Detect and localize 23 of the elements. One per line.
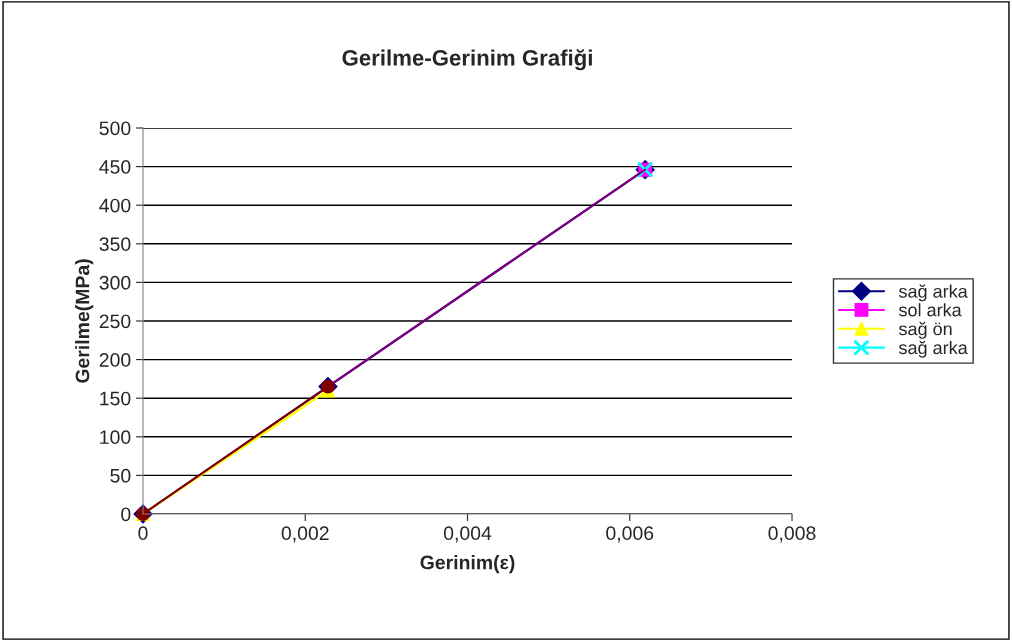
y-tick-label: 450 bbox=[99, 160, 131, 174]
y-tick-label: 400 bbox=[99, 198, 131, 213]
x-tick-label: 0,008 bbox=[768, 526, 816, 543]
y-tick-label: 350 bbox=[99, 237, 131, 252]
y-tick-label: 300 bbox=[99, 275, 131, 290]
chart-title: Gerilme-Gerinim Grafiği bbox=[342, 49, 592, 71]
y-tick-label: 200 bbox=[99, 353, 131, 367]
x-tick-label: 0 bbox=[138, 526, 148, 541]
y-axis-title: Gerilme(MPa) bbox=[75, 259, 94, 383]
y-tick-label: 500 bbox=[99, 121, 131, 136]
y-tick-label: 250 bbox=[99, 314, 131, 329]
legend-label: sağ arka bbox=[898, 340, 968, 358]
x-tick-label: 0,002 bbox=[281, 526, 329, 543]
y-tick-label: 50 bbox=[110, 468, 131, 483]
legend-label: sol arka bbox=[898, 303, 962, 317]
legend-label: sağ ön bbox=[898, 321, 952, 339]
legend-label: sağ arka bbox=[898, 284, 968, 302]
x-axis-title: Gerinim(ε) bbox=[420, 555, 515, 574]
x-tick-label: 0,006 bbox=[606, 526, 654, 543]
x-tick-label: 0,004 bbox=[443, 526, 492, 543]
y-tick-label: 100 bbox=[100, 430, 131, 445]
y-tick-label: 150 bbox=[100, 391, 131, 406]
y-tick-label: 0 bbox=[121, 507, 131, 522]
